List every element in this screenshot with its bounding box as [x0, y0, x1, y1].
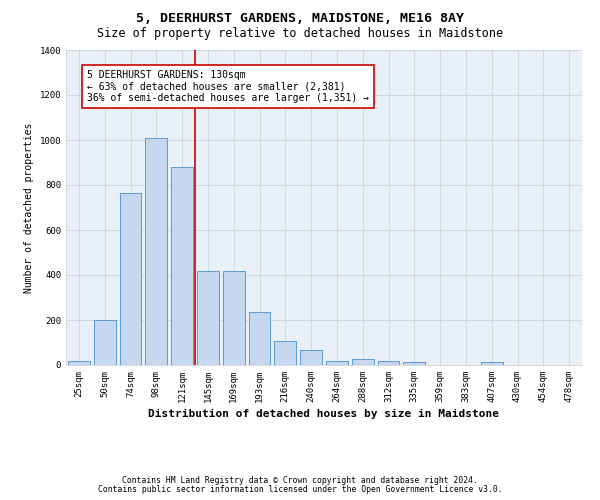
Text: 5, DEERHURST GARDENS, MAIDSTONE, ME16 8AY: 5, DEERHURST GARDENS, MAIDSTONE, ME16 8A…: [136, 12, 464, 26]
Text: Contains public sector information licensed under the Open Government Licence v3: Contains public sector information licen…: [98, 485, 502, 494]
Text: Size of property relative to detached houses in Maidstone: Size of property relative to detached ho…: [97, 28, 503, 40]
X-axis label: Distribution of detached houses by size in Maidstone: Distribution of detached houses by size …: [149, 409, 499, 419]
Bar: [403, 362, 425, 365]
Bar: [300, 350, 322, 365]
Bar: [274, 342, 296, 365]
Bar: [481, 362, 503, 365]
Bar: [94, 320, 116, 365]
Bar: [145, 138, 167, 365]
Text: 5 DEERHURST GARDENS: 130sqm
← 63% of detached houses are smaller (2,381)
36% of : 5 DEERHURST GARDENS: 130sqm ← 63% of det…: [86, 70, 368, 103]
Y-axis label: Number of detached properties: Number of detached properties: [24, 122, 34, 292]
Bar: [352, 360, 374, 365]
Bar: [119, 193, 142, 365]
Bar: [248, 312, 271, 365]
Bar: [223, 270, 245, 365]
Text: Contains HM Land Registry data © Crown copyright and database right 2024.: Contains HM Land Registry data © Crown c…: [122, 476, 478, 485]
Bar: [326, 360, 348, 365]
Bar: [68, 360, 90, 365]
Bar: [377, 360, 400, 365]
Bar: [171, 167, 193, 365]
Bar: [197, 270, 219, 365]
